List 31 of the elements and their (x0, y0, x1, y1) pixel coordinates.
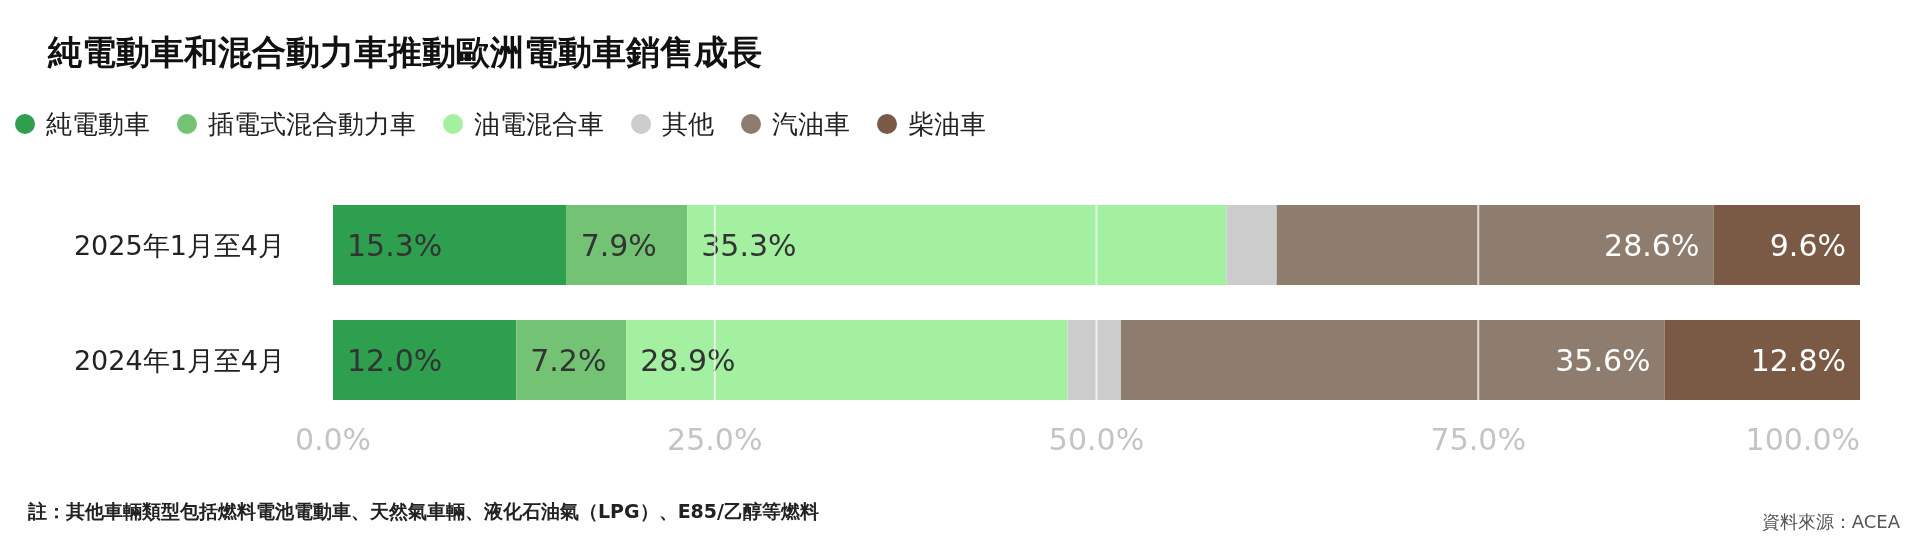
source-note: 資料來源：ACEA (1761, 511, 1901, 532)
y-tick-label: 2025年1月至4月 (73, 230, 285, 261)
legend-汽油車: 汽油車 (741, 109, 850, 139)
x-tick-label: 75.0% (1430, 422, 1526, 457)
chart-title: 純電動車和混合動力車推動歐洲電動車銷售成長 (47, 32, 762, 72)
legend-label: 純電動車 (46, 109, 150, 139)
x-tick-label: 100.0% (1745, 422, 1860, 457)
legend-柴油車: 柴油車 (877, 109, 986, 139)
data-label: 12.8% (1750, 343, 1846, 378)
data-label: 9.6% (1769, 228, 1846, 263)
x-tick-label: 0.0% (294, 422, 372, 457)
legend-label: 油電混合車 (474, 109, 604, 139)
data-label: 12.0% (347, 343, 443, 378)
x-tick-label: 25.0% (667, 422, 763, 457)
data-label: 28.6% (1604, 228, 1700, 263)
legend-label: 汽油車 (772, 109, 850, 139)
data-label: 35.3% (701, 228, 797, 263)
data-label: 7.9% (580, 228, 657, 263)
legend-label: 柴油車 (908, 109, 986, 139)
data-label: 7.2% (530, 343, 607, 378)
legend-label: 其他 (662, 109, 714, 139)
x-tick-label: 50.0% (1048, 422, 1145, 457)
data-label: 28.9% (640, 343, 736, 378)
legend-其他: 其他 (631, 109, 714, 139)
legend-油電混合車: 油電混合車 (443, 109, 604, 139)
legend-純電動車: 純電動車 (15, 109, 150, 139)
text: 註：其他車輛類型包括燃料電池電動車、天然氣車輛、液化石油氣（LPG）、E85/乙醇等燃料 (27, 500, 819, 522)
legend-插電式混合動力車: 插電式混合動力車 (177, 109, 416, 139)
data-label: 15.3% (347, 228, 443, 263)
data-label: 35.6% (1555, 343, 1651, 378)
y-tick-label: 2024年1月至4月 (73, 345, 285, 376)
